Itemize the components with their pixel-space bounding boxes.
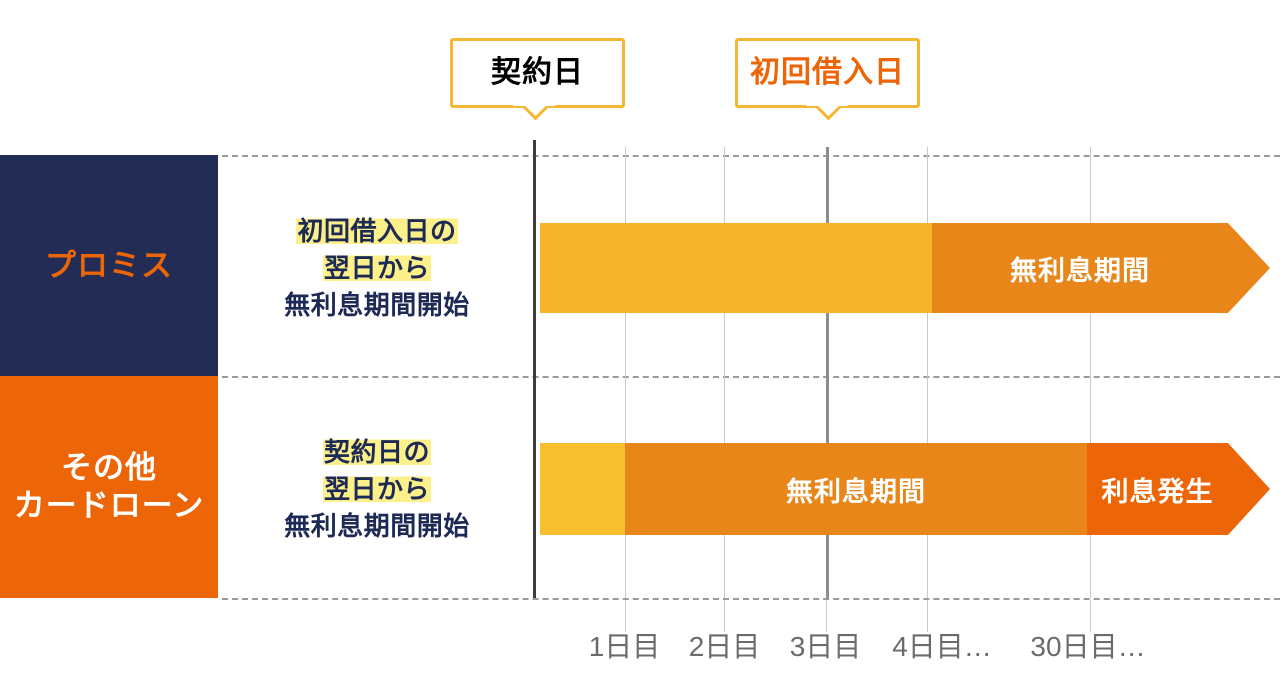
callout-first-borrow-date-pointer [806,105,848,131]
bar-other-card-loan-arrowhead [1228,443,1270,535]
bar-promise: 無利息期間 [540,223,1228,313]
axis-label-day3: 3日目 [789,631,862,662]
gridline-day1 [625,147,626,598]
gridline-day30 [1090,147,1091,598]
callout-first-borrow-date: 初回借入日 [735,38,920,108]
row-description-promise: 初回借入日の 翌日から 無利息期間開始 [232,213,522,324]
row-description-other-card-loan-line2: 翌日から [322,473,431,504]
bar-promise-arrowhead [1228,223,1270,313]
axis-labels: 1日目 2日目 3日目 4日目… 30日目… [575,625,1168,665]
row-description-other-card-loan-line1: 契約日の [322,437,431,467]
divider-bottom [222,598,1280,600]
axis-tick-day30 [1090,600,1091,632]
row-label-other-card-loan-line2: カードローン [13,488,205,523]
axis-label-day4: 4日目… [892,631,992,662]
bar-other-card-loan: 無利息期間 利息発生 [540,443,1228,535]
bar-promise-segment-pre [540,223,932,313]
callout-contract-date-pointer [513,105,555,131]
bar-other-card-loan-segment-interest-accrues: 利息発生 [1087,443,1228,535]
divider-middle [222,376,1280,378]
row-label-block-other-card-loan: その他 カードローン [0,376,218,598]
row-label-other-card-loan-line1: その他 [60,450,157,486]
axis-tick-day2 [724,600,725,632]
row-description-promise-line1: 初回借入日の [296,216,458,246]
bar-other-card-loan-label-interest-accrues: 利息発生 [1101,476,1214,507]
row-description-other-card-loan: 契約日の 翌日から 無利息期間開始 [232,434,522,545]
gridline-day3-first-borrow [826,147,829,598]
row-description-other-card-loan-line3: 無利息期間開始 [284,510,470,541]
row-label-block-promise: プロミス [0,155,218,376]
bar-other-card-loan-segment-interest-free: 無利息期間 [625,443,1087,535]
bar-other-card-loan-label-interest-free: 無利息期間 [786,476,926,507]
row-description-promise-line3: 無利息期間開始 [284,289,470,320]
callout-contract-date: 契約日 [450,38,625,108]
axis-label-day30: 30日目… [1030,631,1146,662]
axis-label-day1: 1日目 [588,631,661,662]
bar-promise-label: 無利息期間 [1010,255,1150,286]
axis-label-day2: 2日目 [688,631,761,662]
axis-tick-day3 [826,600,827,632]
axis-tick-day1 [625,600,626,632]
gridline-day2 [724,147,725,598]
row-label-promise: プロミス [45,247,173,283]
axis-tick-day4 [927,600,928,632]
bar-promise-segment-interest-free: 無利息期間 [932,223,1228,313]
divider-top [222,155,1280,157]
marker-line-contract-date [533,140,536,598]
gridline-day4 [927,147,928,598]
bar-other-card-loan-segment-pre [540,443,625,535]
callout-contract-date-label: 契約日 [491,56,584,89]
callout-first-borrow-date-label: 初回借入日 [750,56,905,89]
row-description-promise-line2: 翌日から [322,252,431,283]
